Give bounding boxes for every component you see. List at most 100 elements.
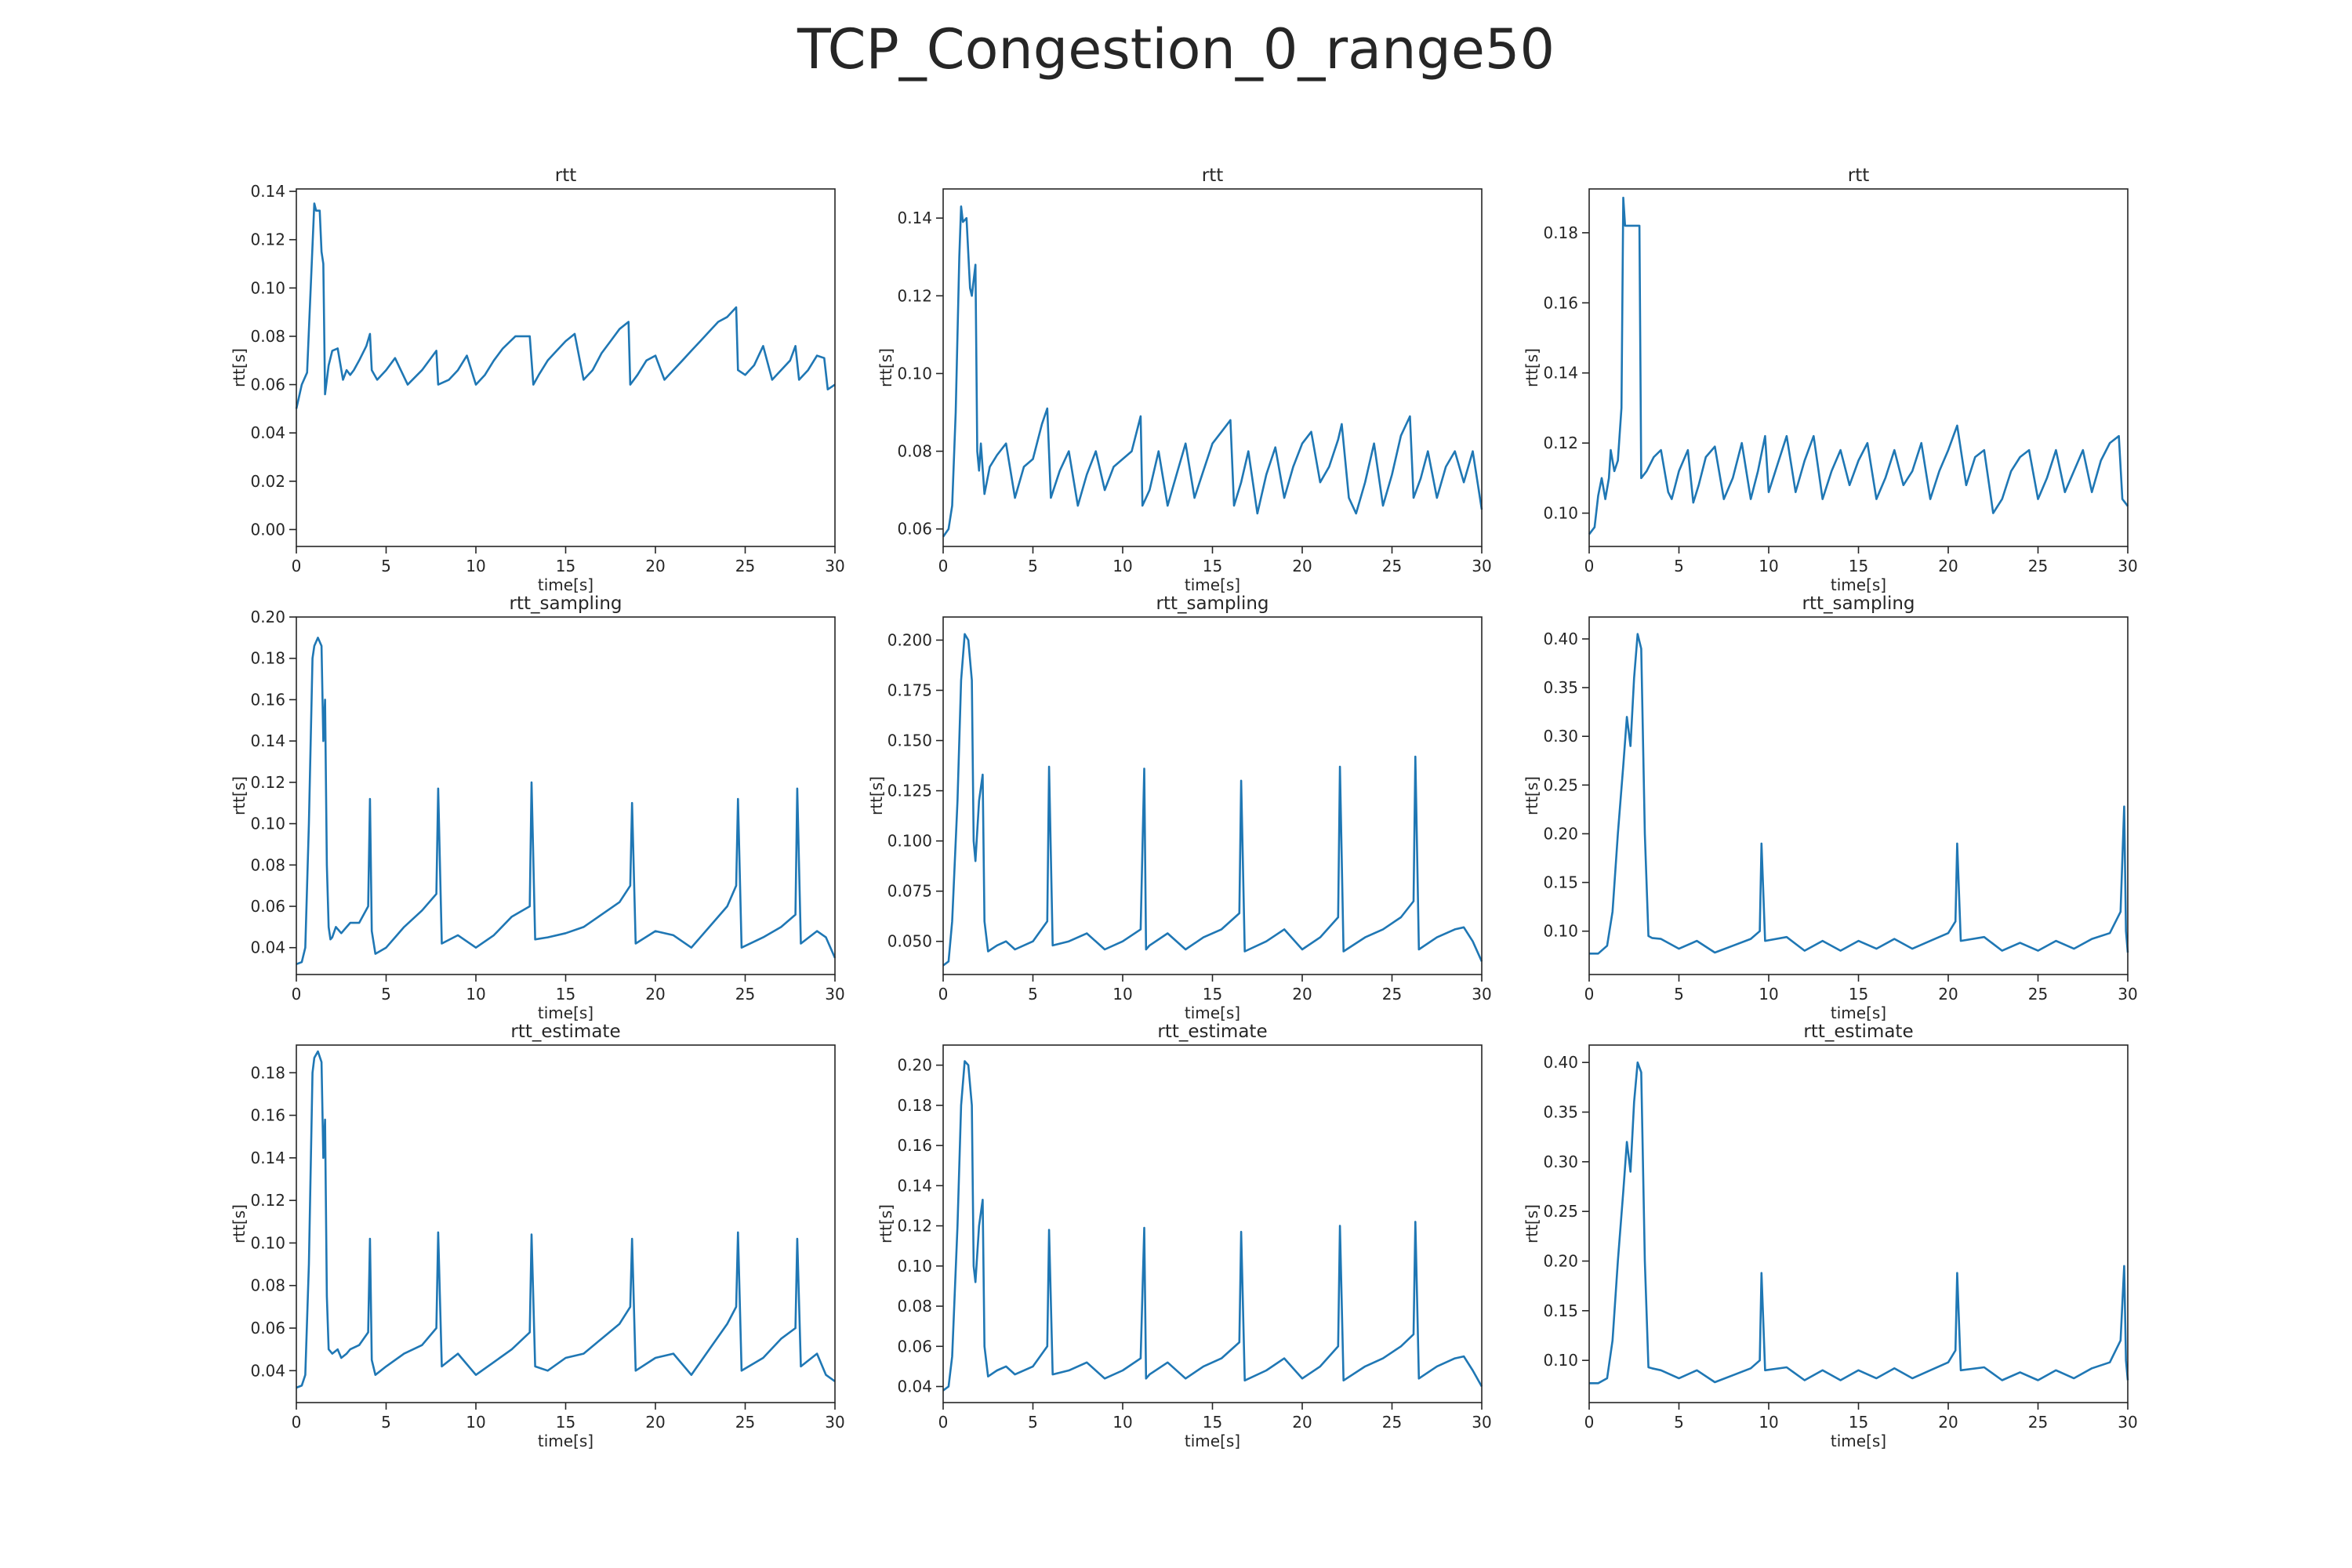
x-tick-label: 5 — [1028, 1413, 1038, 1432]
x-tick-label: 30 — [2118, 1413, 2137, 1432]
y-tick-label: 0.25 — [1543, 775, 1578, 794]
series-line — [1589, 633, 2129, 955]
x-tick-label: 15 — [556, 557, 575, 575]
y-tick-label: 0.25 — [1543, 1202, 1578, 1221]
y-tick-label: 0.12 — [250, 1191, 285, 1210]
x-tick-label: 20 — [1938, 557, 1958, 575]
x-tick-label: 0 — [292, 985, 302, 1004]
x-tick-label: 10 — [1112, 985, 1132, 1004]
y-tick-label: 0.100 — [887, 832, 932, 851]
x-tick-label: 20 — [645, 985, 665, 1004]
x-tick-label: 25 — [2028, 1413, 2048, 1432]
x-axis-label: time[s] — [538, 1004, 593, 1022]
plot-frame — [1588, 616, 2129, 975]
plot-frame — [296, 188, 836, 547]
x-tick-label: 30 — [2118, 557, 2137, 575]
y-tick-label: 0.20 — [1543, 824, 1578, 843]
y-axis-label: rtt[s] — [230, 776, 249, 815]
subplot-1: 0 5 10 15 20 25 30 0.00 0.02 0.04 0.06 0.08 0.10 0.12… — [230, 165, 845, 594]
subplot-title: rtt_estimate — [1803, 1022, 1913, 1042]
y-tick-label: 0.12 — [1543, 434, 1578, 452]
y-tick-label: 0.16 — [250, 690, 285, 709]
subplot-title: rtt_estimate — [510, 1022, 620, 1042]
y-tick-label: 0.12 — [250, 773, 285, 792]
y-tick-label: 0.150 — [887, 731, 932, 750]
y-tick-label: 0.35 — [1543, 1103, 1578, 1122]
x-axis-label: time[s] — [1831, 1432, 1886, 1450]
y-tick-label: 0.16 — [250, 1106, 285, 1125]
y-axis-label: rtt[s] — [1523, 348, 1541, 387]
y-tick-label: 0.200 — [887, 630, 932, 649]
y-tick-label: 0.14 — [1543, 364, 1578, 383]
y-tick-label: 0.10 — [1543, 504, 1578, 523]
y-tick-label: 0.02 — [250, 472, 285, 491]
subplot-title: rtt_estimate — [1157, 1022, 1267, 1042]
y-tick-label: 0.050 — [887, 932, 932, 951]
x-tick-label: 0 — [1584, 985, 1595, 1004]
y-tick-label: 0.15 — [1543, 1301, 1578, 1320]
x-axis-label: time[s] — [1185, 575, 1240, 594]
y-tick-label: 0.40 — [1543, 1053, 1578, 1072]
plot-frame — [296, 616, 836, 975]
y-tick-label: 0.20 — [1543, 1252, 1578, 1271]
x-tick-label: 0 — [938, 1413, 949, 1432]
subplot-8: 0 5 10 15 20 25 30 0.04 0.06 0.08 0.10 0.12 0.14 0.16… — [877, 1022, 1492, 1450]
series-line — [295, 202, 836, 409]
x-tick-label: 10 — [1112, 557, 1132, 575]
y-tick-label: 0.10 — [897, 1257, 932, 1276]
y-tick-label: 0.08 — [250, 855, 285, 874]
y-tick-label: 0.30 — [1543, 1152, 1578, 1171]
y-tick-label: 0.06 — [250, 1319, 285, 1338]
series-line — [942, 1060, 1483, 1392]
y-tick-label: 0.12 — [250, 230, 285, 249]
x-tick-label: 5 — [1028, 985, 1038, 1004]
y-tick-label: 0.00 — [250, 520, 285, 539]
y-tick-label: 0.04 — [897, 1377, 932, 1396]
subplot-title: rtt_sampling — [1156, 593, 1269, 614]
x-tick-label: 5 — [1674, 557, 1684, 575]
plot-frame — [942, 616, 1483, 975]
y-tick-label: 0.12 — [897, 286, 932, 305]
y-tick-label: 0.04 — [250, 423, 285, 442]
x-tick-label: 0 — [1584, 1413, 1595, 1432]
x-tick-label: 10 — [1759, 557, 1778, 575]
x-tick-label: 0 — [938, 985, 949, 1004]
x-tick-label: 15 — [556, 985, 575, 1004]
series-line — [296, 1050, 836, 1389]
y-tick-label: 0.10 — [1543, 1351, 1578, 1370]
x-tick-label: 30 — [825, 1413, 844, 1432]
y-tick-label: 0.08 — [897, 1297, 932, 1316]
y-tick-label: 0.04 — [250, 1361, 285, 1380]
plot-frame — [942, 1044, 1483, 1403]
y-tick-label: 0.08 — [250, 1276, 285, 1295]
x-tick-label: 20 — [1292, 557, 1312, 575]
plot-frame — [296, 1044, 836, 1403]
y-axis-label: rtt[s] — [1523, 1204, 1541, 1243]
y-tick-label: 0.14 — [250, 182, 285, 201]
y-tick-label: 0.14 — [250, 731, 285, 750]
x-tick-label: 30 — [825, 557, 844, 575]
x-axis-label: time[s] — [1831, 575, 1886, 594]
subplot-3: 0 5 10 15 20 25 30 0.10 0.12 0.14 0.16 0.18 rtt time[… — [1523, 165, 2138, 594]
x-tick-label: 25 — [735, 1413, 755, 1432]
figure-title: TCP_Congestion_0_range50 — [797, 17, 1555, 82]
x-tick-label: 10 — [466, 1413, 485, 1432]
x-tick-label: 30 — [825, 985, 844, 1004]
subplot-6: 0 5 10 15 20 25 30 0.10 0.15 0.20 0.25 0.30 0.35 0.40… — [1523, 593, 2138, 1022]
y-tick-label: 0.18 — [1543, 223, 1578, 242]
series-line — [296, 637, 837, 966]
y-axis-label: rtt[s] — [867, 776, 886, 815]
x-tick-label: 15 — [1203, 557, 1222, 575]
y-tick-label: 0.16 — [897, 1136, 932, 1155]
x-tick-label: 25 — [1382, 1413, 1402, 1432]
y-tick-label: 0.10 — [1543, 922, 1578, 941]
y-axis-label: rtt[s] — [877, 348, 895, 387]
x-tick-label: 25 — [735, 557, 755, 575]
y-tick-label: 0.06 — [897, 520, 932, 539]
x-tick-label: 30 — [2118, 985, 2137, 1004]
y-tick-label: 0.40 — [1543, 630, 1578, 648]
y-tick-label: 0.075 — [887, 882, 932, 901]
x-axis-label: time[s] — [1831, 1004, 1886, 1022]
x-tick-label: 30 — [1472, 557, 1491, 575]
subplot-title: rtt — [1202, 165, 1224, 186]
